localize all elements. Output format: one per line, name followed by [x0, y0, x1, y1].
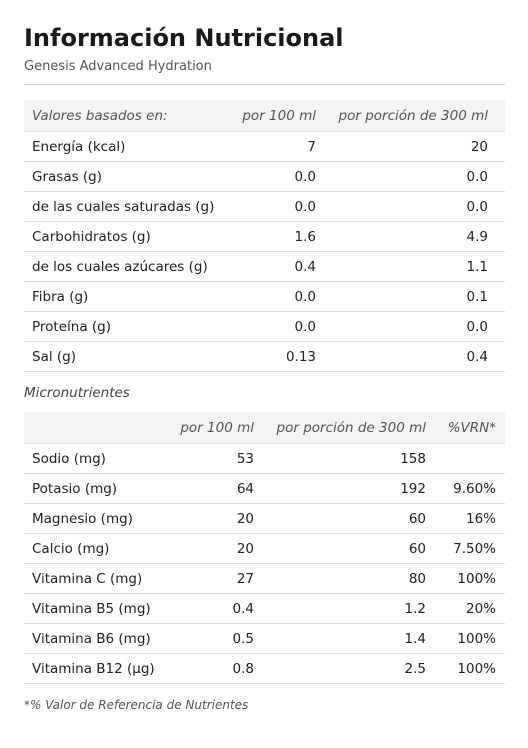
- cell-value: 9.60%: [434, 473, 505, 504]
- column-header: %VRN*: [434, 412, 505, 444]
- cell-value: 100%: [434, 563, 505, 594]
- cell-value: 0.4: [170, 593, 262, 624]
- cell-value: 53: [170, 443, 262, 474]
- column-header: por 100 ml: [170, 412, 262, 444]
- row-label: Energía (kcal): [24, 131, 200, 162]
- section-title: Micronutrientes: [24, 385, 130, 401]
- row-label: Magnesio (mg): [24, 503, 170, 534]
- cell-value: 27: [170, 563, 262, 594]
- row-label: Grasas (g): [24, 161, 200, 192]
- table-row: de los cuales azúcares (g) 0.4 1.1: [24, 251, 505, 282]
- micronutrients-table: por 100 ml por porción de 300 ml %VRN* Sodi…: [24, 412, 505, 684]
- cell-value: 2.5: [262, 653, 434, 684]
- cell-value: 100%: [434, 623, 505, 654]
- cell-value: 100%: [434, 653, 505, 684]
- cell-value: 0.8: [170, 653, 262, 684]
- row-label: Sodio (mg): [24, 443, 170, 474]
- table-row: Carbohidratos (g) 1.6 4.9: [24, 221, 505, 252]
- row-label: Vitamina B12 (µg): [24, 653, 170, 684]
- cell-value: 158: [262, 443, 434, 474]
- table-row: de las cuales saturadas (g) 0.0 0.0: [24, 191, 505, 222]
- cell-value: 0.0: [200, 161, 324, 192]
- cell-value: 1.4: [262, 623, 434, 654]
- column-header: por porción de 300 ml: [324, 100, 505, 132]
- table-row: Magnesio (mg) 20 60 16%: [24, 503, 505, 534]
- table-row: Vitamina B6 (mg) 0.5 1.4 100%: [24, 623, 505, 654]
- row-label: de los cuales azúcares (g): [24, 251, 208, 282]
- table-row: Sodio (mg) 53 158: [24, 443, 505, 474]
- row-label: Carbohidratos (g): [24, 221, 200, 252]
- cell-value: 0.4: [200, 251, 324, 282]
- footnote: *% Valor de Referencia de Nutrientes: [24, 698, 249, 712]
- table-row: Fibra (g) 0.0 0.1: [24, 281, 505, 312]
- row-label: Potasio (mg): [24, 473, 170, 504]
- cell-value: 7: [200, 131, 324, 162]
- cell-value: 20%: [434, 593, 505, 624]
- cell-value: 0.4: [324, 341, 505, 372]
- table-row: Sal (g) 0.13 0.4: [24, 341, 505, 372]
- row-label: Vitamina B5 (mg): [24, 593, 170, 624]
- cell-value: 192: [262, 473, 434, 504]
- cell-value: 7.50%: [434, 533, 505, 564]
- table-row: Vitamina B12 (µg) 0.8 2.5 100%: [24, 653, 505, 684]
- cell-value: 0.0: [324, 161, 505, 192]
- cell-value: 1.1: [324, 251, 505, 282]
- cell-value: 0.13: [200, 341, 324, 372]
- cell-value: 16%: [434, 503, 505, 534]
- cell-value: 0.1: [324, 281, 505, 312]
- row-label: Fibra (g): [24, 281, 200, 312]
- table-row: Energía (kcal) 7 20: [24, 131, 505, 162]
- table-row: Potasio (mg) 64 192 9.60%: [24, 473, 505, 504]
- cell-value: 0.0: [324, 311, 505, 342]
- row-label: Calcio (mg): [24, 533, 170, 564]
- table-row: Vitamina C (mg) 27 80 100%: [24, 563, 505, 594]
- cell-value: 60: [262, 533, 434, 564]
- table-row: Grasas (g) 0.0 0.0: [24, 161, 505, 192]
- column-header: Valores basados en:: [24, 100, 200, 132]
- subtitle: Genesis Advanced Hydration: [24, 59, 212, 74]
- cell-value: 80: [262, 563, 434, 594]
- cell-value: 0.0: [200, 191, 324, 222]
- cell-value: 0.5: [170, 623, 262, 654]
- row-label: Vitamina C (mg): [24, 563, 170, 594]
- row-label: Proteína (g): [24, 311, 200, 342]
- header-row: por 100 ml por porción de 300 ml %VRN*: [24, 412, 505, 444]
- cell-value: 0.0: [200, 311, 324, 342]
- cell-value: 0.0: [200, 281, 324, 312]
- table-row: Proteína (g) 0.0 0.0: [24, 311, 505, 342]
- row-label: Sal (g): [24, 341, 200, 372]
- row-label: de las cuales saturadas (g): [24, 191, 214, 222]
- cell-value: 20: [170, 503, 262, 534]
- row-label: Vitamina B6 (mg): [24, 623, 170, 654]
- cell-value: 60: [262, 503, 434, 534]
- column-header: [24, 412, 170, 444]
- cell-value: 20: [324, 131, 505, 162]
- cell-value: 20: [170, 533, 262, 564]
- column-header: por 100 ml: [200, 100, 324, 132]
- title: Información Nutricional: [24, 24, 344, 52]
- cell-value: [434, 443, 505, 474]
- cell-value: 64: [170, 473, 262, 504]
- divider: [24, 84, 505, 85]
- cell-value: 1.6: [200, 221, 324, 252]
- cell-value: 4.9: [324, 221, 505, 252]
- cell-value: 0.0: [324, 191, 505, 222]
- table-row: Vitamina B5 (mg) 0.4 1.2 20%: [24, 593, 505, 624]
- header-row: Valores basados en: por 100 ml por porción…: [24, 100, 505, 132]
- column-header: por porción de 300 ml: [262, 412, 434, 444]
- nutrition-table: Valores basados en: por 100 ml por porción…: [24, 100, 505, 372]
- cell-value: 1.2: [262, 593, 434, 624]
- table-row: Calcio (mg) 20 60 7.50%: [24, 533, 505, 564]
